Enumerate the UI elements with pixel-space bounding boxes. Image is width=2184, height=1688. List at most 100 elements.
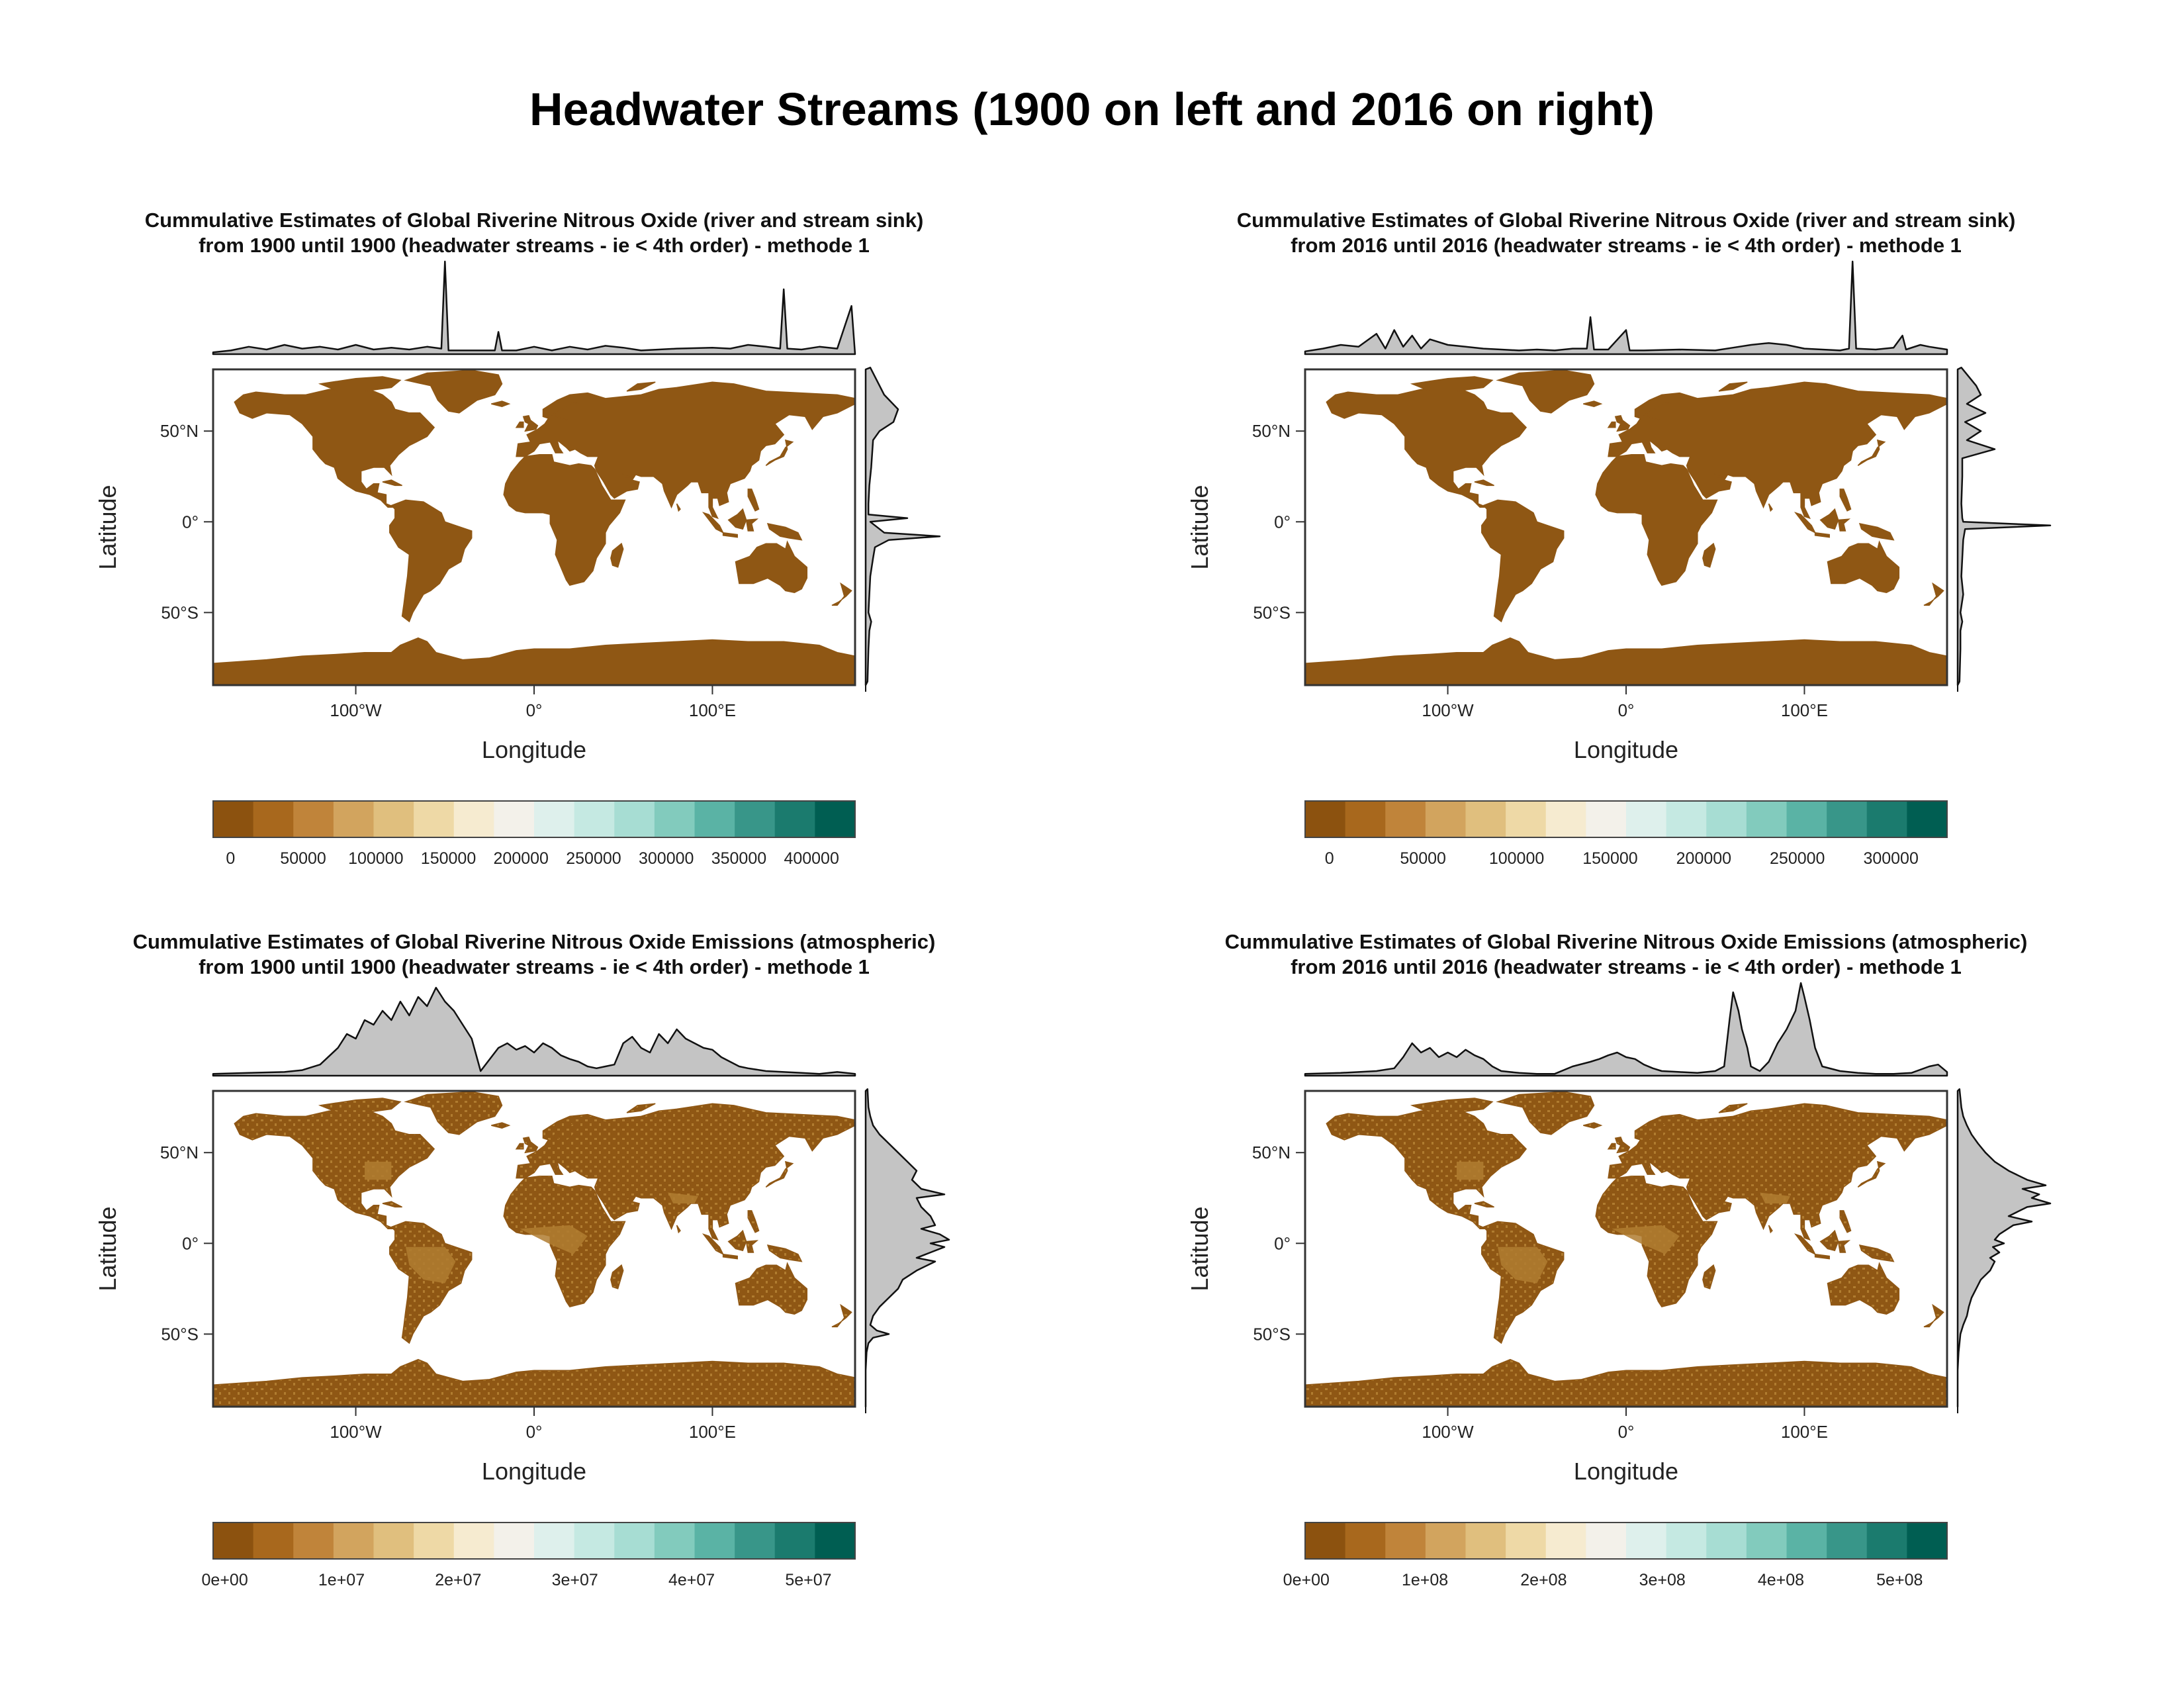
legend-label: 1e+07 — [318, 1571, 365, 1589]
land-svalbard-novaya — [1718, 1103, 1748, 1113]
figure-title: Headwater Streams (1900 on left and 2016… — [529, 83, 1655, 135]
legend-swatch — [373, 1523, 414, 1559]
land-java — [1814, 532, 1830, 538]
land-arabia-gulf-fix — [622, 1195, 635, 1201]
legend-label: 350000 — [711, 849, 766, 868]
legend-swatch — [253, 1523, 294, 1559]
y-axis-label: Latitude — [94, 485, 121, 569]
land-java — [722, 532, 738, 538]
longitude-profile — [1304, 982, 1948, 1077]
y-tick-label: 50°N — [1252, 1143, 1291, 1162]
land-cuba — [1474, 1201, 1494, 1208]
panel-svg: Cummulative Estimates of Global Riverine… — [1186, 930, 2052, 1589]
latitude-profile — [1956, 367, 2052, 686]
legend-swatch — [574, 1523, 615, 1559]
land-iceland — [1583, 1122, 1603, 1129]
land-new-guinea — [1858, 523, 1895, 541]
x-tick-label: 100°W — [1422, 1422, 1474, 1442]
legend-label: 250000 — [1770, 849, 1825, 868]
legend-swatch — [694, 801, 735, 837]
land-arabia-gulf-fix — [622, 473, 635, 479]
legend-swatch — [494, 1523, 535, 1559]
legend-swatch — [253, 801, 294, 837]
land-eurasia — [1608, 381, 1947, 520]
land-svalbard-novaya — [626, 381, 656, 392]
legend-swatch — [1586, 801, 1627, 837]
legend-swatch — [414, 1523, 455, 1559]
land-uk — [522, 415, 539, 432]
legend-label: 0e+00 — [202, 1571, 248, 1589]
legend-label: 1e+08 — [1402, 1571, 1448, 1589]
legend-swatch — [373, 801, 414, 837]
legend-swatch — [614, 1523, 655, 1559]
x-axis-label: Longitude — [482, 1458, 586, 1485]
legend-label: 0 — [1325, 849, 1334, 868]
legend-label: 200000 — [1676, 849, 1731, 868]
land-iceland — [491, 1122, 511, 1129]
hotspot-region — [1612, 1225, 1680, 1254]
land-ireland — [515, 421, 524, 428]
panel-title-line1: Cummulative Estimates of Global Riverine… — [133, 930, 936, 953]
land-eurasia — [516, 381, 855, 520]
land-antarctica — [213, 637, 855, 685]
world-map — [1305, 369, 1947, 685]
land-new-guinea — [1858, 1244, 1895, 1262]
legend-label: 100000 — [1489, 849, 1544, 868]
legend-label: 150000 — [421, 849, 476, 868]
land-scandinavia-gulf — [1643, 1123, 1672, 1143]
legend-swatch — [1866, 801, 1907, 837]
land-greenland — [1496, 1091, 1595, 1135]
land-sumatra — [1794, 512, 1817, 534]
panel-svg: Cummulative Estimates of Global Riverine… — [94, 209, 941, 868]
legend-frame — [1304, 1522, 1948, 1560]
y-tick-label: 50°N — [1252, 421, 1291, 441]
legend-swatch — [1545, 801, 1586, 837]
x-axis-label: Longitude — [1574, 736, 1678, 763]
legend-label: 4e+08 — [1758, 1571, 1804, 1589]
legend-swatch — [1345, 801, 1386, 837]
land-north-america — [1326, 387, 1527, 508]
panel-title-line2: from 1900 until 1900 (headwater streams … — [199, 234, 870, 257]
land-new-zealand — [831, 582, 852, 606]
land-japan — [765, 1160, 794, 1188]
land-arabia-gulf-fix — [1714, 473, 1727, 479]
legend-swatch — [333, 801, 374, 837]
x-tick-label: 100°E — [689, 1422, 736, 1442]
legend-swatch — [534, 801, 575, 837]
land-north-america — [234, 387, 435, 508]
legend-swatch — [654, 801, 695, 837]
legend-swatch — [815, 1523, 856, 1559]
x-tick-label: 0° — [1618, 1422, 1635, 1442]
legend-swatch — [453, 801, 494, 837]
land-antarctica — [1305, 1358, 1947, 1407]
hotspot-region — [406, 1246, 456, 1284]
legend-swatch — [1305, 1523, 1346, 1559]
legend-swatch — [1506, 1523, 1547, 1559]
legend-swatch — [574, 801, 615, 837]
x-tick-label: 0° — [1618, 700, 1635, 720]
legend-swatch — [1706, 1523, 1747, 1559]
y-tick-label: 50°S — [1253, 1324, 1291, 1344]
land-eurasia — [1608, 1103, 1947, 1241]
land-borneo — [727, 1229, 747, 1252]
legend-label: 400000 — [784, 849, 839, 868]
legend-swatch — [1586, 1523, 1627, 1559]
legend-swatch — [1465, 801, 1506, 837]
panel-svg: Cummulative Estimates of Global Riverine… — [94, 930, 950, 1589]
land-cuba — [382, 1201, 402, 1208]
panel-svg: Cummulative Estimates of Global Riverine… — [1186, 209, 2052, 868]
legend-swatch — [815, 801, 856, 837]
legend-swatch — [614, 801, 655, 837]
y-tick-label: 50°S — [161, 602, 199, 622]
legend-label: 4e+07 — [668, 1571, 715, 1589]
y-axis-label: Latitude — [1186, 485, 1213, 569]
legend-swatch — [293, 1523, 334, 1559]
hotspot-region — [365, 1161, 392, 1180]
panel-title-line1: Cummulative Estimates of Global Riverine… — [1225, 930, 2028, 953]
land-ireland — [515, 1143, 524, 1150]
land-uk — [1614, 1137, 1631, 1154]
land-australia — [735, 1262, 808, 1315]
legend-swatch — [694, 1523, 735, 1559]
x-tick-label: 0° — [526, 1422, 543, 1442]
land-africa — [503, 454, 626, 586]
